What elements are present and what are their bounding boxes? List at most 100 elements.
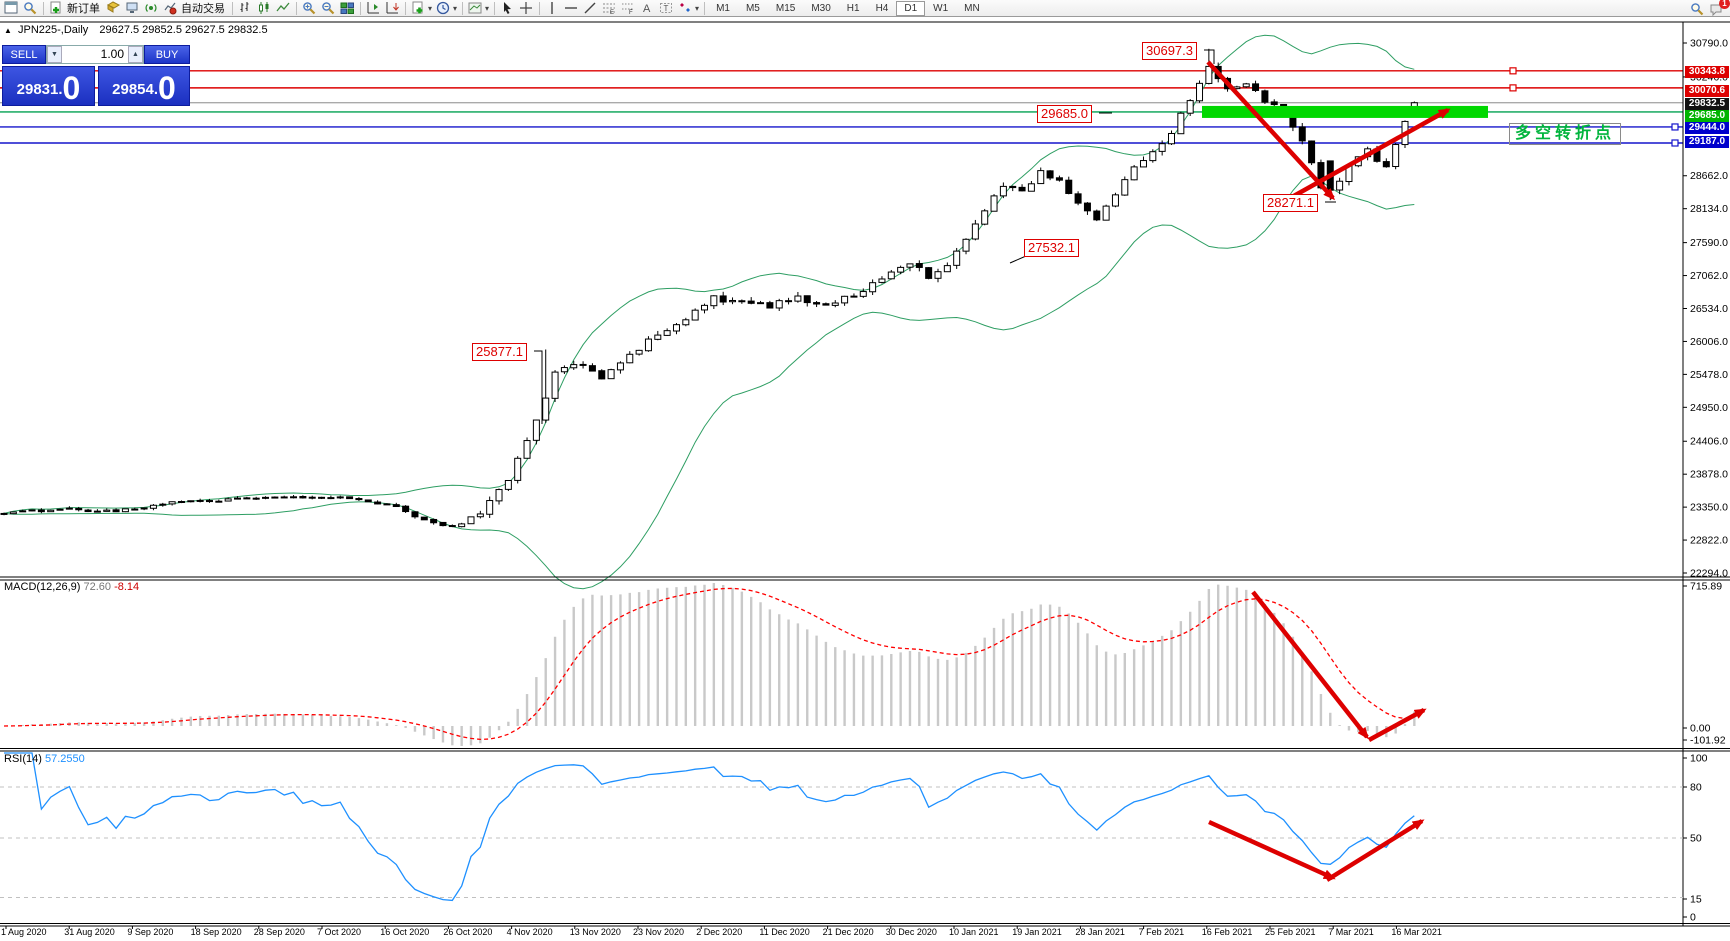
- timeframe-button-mn[interactable]: MN: [964, 2, 980, 14]
- svg-text:23878.0: 23878.0: [1690, 469, 1728, 481]
- svg-text:715.89: 715.89: [1690, 581, 1722, 593]
- notifications-icon[interactable]: 1: [1707, 0, 1730, 16]
- cursor-icon[interactable]: [498, 1, 517, 16]
- dropdown-caret-icon[interactable]: ▾: [453, 3, 458, 13]
- svg-text:-101.92: -101.92: [1690, 735, 1726, 747]
- tile-windows-icon[interactable]: [338, 1, 357, 16]
- timeframe-button-m15[interactable]: M15: [775, 2, 796, 14]
- main-toolbar: 新订单 自动交易 ▾ ▾ ▾ E F A T ▾ M1 M5 M15 M30 H1 H4 D1 W1 MN 1: [0, 0, 1730, 17]
- svg-text:22822.0: 22822.0: [1690, 535, 1728, 547]
- timeframe-button-m5[interactable]: M5: [745, 2, 760, 14]
- macd-panel: [3, 583, 1416, 746]
- svg-text:25478.0: 25478.0: [1690, 369, 1728, 381]
- svg-text:100: 100: [1690, 753, 1708, 765]
- timeframe-button-h1[interactable]: H1: [846, 2, 860, 14]
- svg-text:4 Nov 2020: 4 Nov 2020: [507, 927, 553, 937]
- chart-window-icon[interactable]: [2, 1, 21, 16]
- preview-icon[interactable]: [21, 1, 40, 16]
- svg-text:0.00: 0.00: [1690, 723, 1711, 735]
- shapes-icon[interactable]: [676, 1, 695, 16]
- new-order-button-label[interactable]: 新订单: [67, 3, 100, 15]
- fibo-expansion-icon[interactable]: F: [619, 1, 638, 16]
- zoom-in-icon[interactable]: [300, 1, 319, 16]
- auto-trading-button-label[interactable]: 自动交易: [181, 3, 225, 15]
- vertical-line-icon[interactable]: [543, 1, 562, 16]
- toolbar-separator: [405, 1, 406, 15]
- add-indicator-icon[interactable]: [409, 1, 428, 16]
- toolbar-separator: [296, 1, 297, 15]
- svg-text:26534.0: 26534.0: [1690, 303, 1728, 315]
- dropdown-caret-icon[interactable]: ▾: [485, 3, 490, 13]
- toolbar-separator: [462, 1, 464, 15]
- dropdown-caret-icon[interactable]: ▾: [695, 3, 700, 13]
- toolbar-separator: [43, 1, 44, 15]
- timeframe-button-m30[interactable]: M30: [811, 2, 831, 14]
- svg-text:23 Nov 2020: 23 Nov 2020: [633, 927, 684, 937]
- volume-value[interactable]: 1.00: [100, 47, 124, 61]
- support-band: [1202, 105, 1488, 118]
- candlestick-series: [0, 48, 1418, 528]
- svg-text:16 Mar 2021: 16 Mar 2021: [1391, 927, 1442, 937]
- bar-chart-icon[interactable]: [236, 1, 255, 16]
- chart-shift-icon[interactable]: [364, 1, 383, 16]
- svg-text:24406.0: 24406.0: [1690, 436, 1728, 448]
- svg-text:2 Dec 2020: 2 Dec 2020: [696, 927, 742, 937]
- template-icon[interactable]: [466, 1, 485, 16]
- timeframe-button-w1[interactable]: W1: [933, 2, 949, 14]
- svg-text:21 Dec 2020: 21 Dec 2020: [823, 927, 874, 937]
- svg-text:T: T: [664, 4, 669, 13]
- trend-line-icon[interactable]: [581, 1, 600, 16]
- volume-increase-button[interactable]: ▲: [128, 46, 143, 63]
- search-icon[interactable]: [1688, 1, 1707, 16]
- volume-decrease-button[interactable]: ▼: [47, 46, 62, 63]
- svg-text:80: 80: [1690, 782, 1702, 794]
- svg-text:28 Sep 2020: 28 Sep 2020: [254, 927, 305, 937]
- svg-text:22294.0: 22294.0: [1690, 568, 1728, 580]
- svg-text:50: 50: [1690, 833, 1702, 845]
- trend-arrows: [1206, 60, 1451, 882]
- auto-trading-icon[interactable]: [161, 1, 180, 16]
- one-click-trading-panel: SELL ▼ 1.00 ▲ BUY 29831. 0 29854. 0: [2, 45, 190, 106]
- auto-scroll-icon[interactable]: [383, 1, 402, 16]
- buy-price[interactable]: 29854. 0: [98, 66, 190, 106]
- svg-text:0: 0: [1690, 912, 1696, 924]
- new-order-icon[interactable]: [47, 1, 66, 16]
- svg-text:7 Mar 2021: 7 Mar 2021: [1328, 927, 1374, 937]
- timeframe-button-m1[interactable]: M1: [716, 2, 730, 14]
- crosshair-icon[interactable]: [517, 1, 536, 16]
- bollinger-bands: [3, 34, 1415, 590]
- rsi-indicator-label: RSI(14) 57.2550: [4, 753, 85, 765]
- svg-text:30246.0: 30246.0: [1690, 71, 1728, 83]
- symbol-period-label: JPN225-,Daily: [17, 24, 89, 36]
- timeframe-button-h4[interactable]: H4: [875, 2, 889, 14]
- svg-text:23350.0: 23350.0: [1690, 502, 1728, 514]
- periods-icon[interactable]: [434, 1, 453, 16]
- sell-price[interactable]: 29831. 0: [2, 66, 95, 106]
- svg-text:9 Sep 2020: 9 Sep 2020: [127, 927, 173, 937]
- svg-text:7 Feb 2021: 7 Feb 2021: [1139, 927, 1185, 937]
- text-label-icon[interactable]: T: [657, 1, 676, 16]
- signal-icon[interactable]: [142, 1, 161, 16]
- svg-text:16 Feb 2021: 16 Feb 2021: [1202, 927, 1253, 937]
- buy-button[interactable]: BUY: [144, 45, 190, 64]
- horizontal-line-icon[interactable]: [562, 1, 581, 16]
- journal-icon[interactable]: [104, 1, 123, 16]
- svg-text:18 Sep 2020: 18 Sep 2020: [191, 927, 242, 937]
- text-icon[interactable]: A: [638, 1, 657, 16]
- zoom-out-icon[interactable]: [319, 1, 338, 16]
- svg-text:31 Aug 2020: 31 Aug 2020: [64, 927, 115, 937]
- candlestick-chart-icon[interactable]: [255, 1, 274, 16]
- expert-advisor-icon[interactable]: [123, 1, 142, 16]
- volume-stepper[interactable]: ▼ 1.00 ▲: [46, 45, 144, 64]
- sell-button[interactable]: SELL: [2, 45, 46, 64]
- line-chart-icon[interactable]: [274, 1, 293, 16]
- fibonacci-icon[interactable]: E: [600, 1, 619, 16]
- svg-text:19 Jan 2021: 19 Jan 2021: [1012, 927, 1062, 937]
- timeframe-button-d1[interactable]: D1: [896, 0, 926, 16]
- svg-text:1 Aug 2020: 1 Aug 2020: [1, 927, 47, 937]
- collapse-panel-icon[interactable]: ▲: [4, 26, 12, 35]
- dropdown-caret-icon[interactable]: ▾: [428, 3, 433, 13]
- svg-text:E: E: [610, 10, 614, 15]
